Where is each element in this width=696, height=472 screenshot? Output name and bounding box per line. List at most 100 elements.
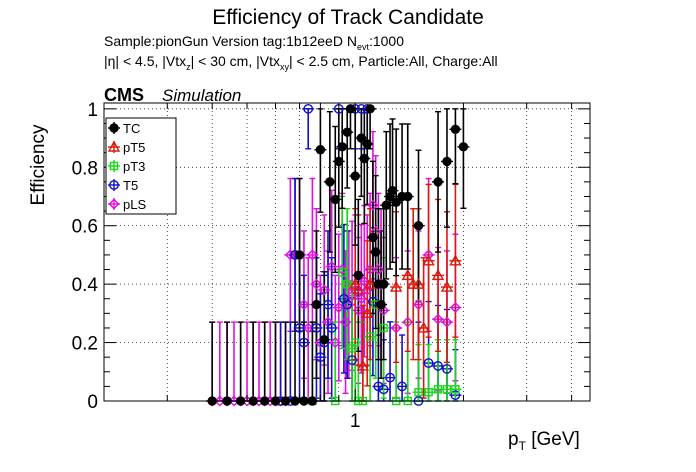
t5-marker	[373, 381, 384, 392]
legend-label-tc: TC	[123, 121, 140, 136]
legend-item-pls: pLS	[108, 197, 146, 212]
tc-marker	[370, 247, 381, 257]
simulation-label: Simulation	[162, 86, 241, 105]
legend-label-pt3: pT3	[123, 159, 145, 174]
t5-marker	[385, 372, 395, 383]
pls-marker	[336, 264, 348, 276]
tc-marker	[330, 194, 340, 205]
t5-marker	[423, 358, 434, 368]
legend-marker-t5	[109, 180, 119, 190]
y-tick-label: 0	[87, 392, 98, 413]
tc-marker	[403, 191, 413, 202]
pls-marker	[364, 264, 376, 276]
y-tick-label: 0.2	[72, 334, 98, 355]
tc-marker	[337, 142, 347, 152]
y-tick-label: 0.8	[72, 158, 98, 179]
pls-marker	[306, 249, 318, 261]
t5-marker	[450, 390, 461, 401]
y-axis-label: Efficiency	[28, 124, 49, 205]
axis-ticks: 0 0.2 0.4 0.6 0.8 1 1	[72, 100, 590, 432]
legend-marker-tc	[109, 123, 119, 133]
pls-marker	[329, 337, 341, 349]
tc-marker	[442, 156, 452, 167]
tc-marker	[315, 145, 326, 155]
pt3-marker	[451, 385, 460, 394]
pt5-marker	[356, 359, 370, 371]
pls-marker	[441, 316, 453, 328]
legend-label-t5: T5	[123, 178, 138, 193]
pls-marker	[423, 249, 435, 261]
tc-marker	[433, 177, 443, 187]
pls-marker	[352, 304, 364, 316]
tc-marker	[391, 197, 401, 208]
tc-marker	[413, 221, 424, 231]
t5-marker	[397, 381, 407, 392]
pls-marker	[284, 249, 296, 261]
cuts-info: |η| < 4.5, |Vtxz| < 30 cm, |Vtxxy| < 2.5…	[104, 53, 498, 72]
cms-label: CMS	[104, 85, 144, 105]
tc-marker	[458, 142, 469, 152]
tc-marker	[345, 104, 356, 114]
pls-marker	[449, 302, 461, 313]
error-bars	[206, 108, 470, 402]
pt5-marker	[361, 306, 374, 319]
tc-marker	[365, 104, 375, 114]
tc-marker	[376, 299, 386, 310]
legend-item-pt5: pT5	[107, 140, 145, 155]
pls-marker	[326, 261, 338, 273]
pls-marker	[402, 316, 414, 328]
pt3-marker	[442, 385, 452, 394]
pt5-marker	[431, 268, 445, 281]
pt5-marker	[422, 254, 435, 266]
t5-marker	[299, 337, 309, 348]
legend-label-pt5: pT5	[123, 140, 145, 155]
pls-marker	[432, 313, 444, 325]
tc-marker	[359, 153, 370, 164]
x-tick-label: 1	[350, 411, 361, 432]
tc-marker	[378, 279, 389, 289]
tc-marker	[350, 171, 360, 181]
pls-marker	[340, 316, 352, 328]
legend: TC pT5 pT3 T5 pLS	[105, 117, 177, 215]
pt5-marker	[401, 268, 414, 281]
tc-marker	[319, 334, 329, 345]
plot-frame	[103, 102, 591, 402]
pls-marker	[367, 199, 379, 211]
sample-info: Sample:pionGun Version tag:1b12eeD Nevt:…	[104, 33, 404, 52]
pls-marker	[372, 264, 384, 276]
tc-marker	[311, 299, 322, 310]
x-axis-label: pT [GeV]	[508, 429, 580, 453]
pt5-marker	[349, 277, 362, 289]
tc-marker	[368, 232, 378, 243]
pt5-marker	[352, 283, 365, 295]
pt3-marker	[365, 332, 375, 341]
legend-marker-pls	[108, 198, 120, 210]
legend-label-pls: pLS	[123, 197, 146, 212]
y-tick-label: 1	[87, 100, 98, 121]
pls-marker	[390, 322, 402, 334]
t5-marker	[315, 352, 326, 363]
pt5-marker	[363, 277, 377, 289]
t5-marker	[442, 363, 452, 374]
pt5-marker	[389, 280, 403, 292]
pt3-marker	[433, 385, 443, 394]
pt5-marker	[417, 321, 430, 333]
tc-marker	[362, 139, 372, 149]
pt3-marker	[338, 268, 347, 277]
t5-marker	[326, 323, 337, 333]
tc-marker	[381, 200, 391, 210]
legend-marker-pt3	[109, 161, 119, 171]
tc-marker	[325, 177, 335, 187]
tc-marker	[353, 270, 364, 281]
legend-marker-pt5	[107, 140, 121, 152]
y-tick-label: 0.4	[72, 275, 99, 296]
t5-marker	[347, 355, 357, 365]
pt3-marker	[414, 388, 423, 397]
pls-marker	[298, 299, 310, 311]
pls-marker	[413, 299, 425, 311]
pt3-marker	[379, 323, 388, 333]
pls-marker	[310, 278, 322, 290]
t5-marker	[303, 103, 314, 114]
pls-marker	[358, 275, 370, 287]
